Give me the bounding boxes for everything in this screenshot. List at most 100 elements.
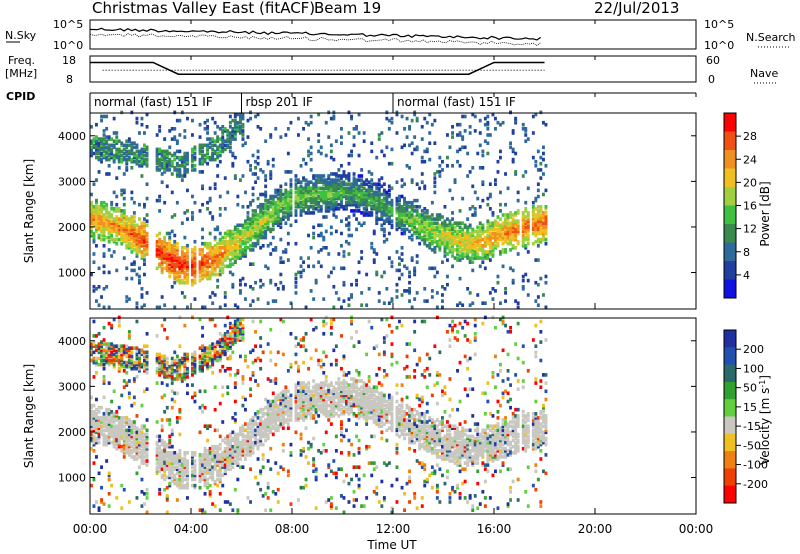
heatmap-cell xyxy=(173,254,177,258)
heatmap-cell xyxy=(504,299,507,303)
heatmap-cell xyxy=(536,215,540,219)
heatmap-cell xyxy=(491,231,495,236)
heatmap-cell xyxy=(544,205,548,209)
heatmap-cell xyxy=(542,231,545,236)
heatmap-cell xyxy=(193,475,197,480)
heatmap-cell xyxy=(168,475,172,480)
heatmap-cell xyxy=(175,276,179,281)
heatmap-cell xyxy=(115,231,119,236)
heatmap-cell xyxy=(186,465,189,469)
heatmap-cell xyxy=(302,186,305,191)
heatmap-cell xyxy=(112,153,116,158)
heatmap-cell xyxy=(97,410,101,414)
heatmap-cell xyxy=(415,182,419,186)
heatmap-cell xyxy=(102,395,106,400)
heatmap-cell xyxy=(413,198,417,203)
heatmap-cell xyxy=(511,268,515,273)
heatmap-cell xyxy=(289,301,293,305)
heatmap-cell xyxy=(521,213,525,217)
heatmap-cell xyxy=(516,209,520,213)
heatmap-cell xyxy=(377,188,381,193)
heatmap-cell xyxy=(132,438,136,443)
heatmap-cell xyxy=(340,176,343,180)
heatmap-cell xyxy=(112,358,116,363)
heatmap-cell xyxy=(107,428,111,433)
heatmap-cell xyxy=(400,211,404,215)
heatmap-cell xyxy=(408,127,411,131)
heatmap-cell xyxy=(201,256,204,260)
heatmap-cell xyxy=(350,200,353,205)
heatmap-cell xyxy=(183,451,187,455)
heatmap-cell xyxy=(115,227,119,232)
heatmap-cell xyxy=(178,483,182,488)
heatmap-cell xyxy=(221,451,225,455)
heatmap-cell xyxy=(372,194,376,199)
heatmap-cell xyxy=(122,235,126,240)
heatmap-cell xyxy=(110,483,114,488)
heatmap-cell xyxy=(135,356,139,361)
heatmap-cell xyxy=(110,155,114,160)
heatmap-cell xyxy=(337,182,341,186)
heatmap-cell xyxy=(539,207,543,211)
heatmap-cell xyxy=(231,153,235,158)
heatmap-cell xyxy=(211,475,215,480)
heatmap-cell xyxy=(160,369,164,373)
heatmap-cell xyxy=(514,118,518,123)
heatmap-cell xyxy=(90,424,93,428)
heatmap-cell xyxy=(92,477,96,482)
heatmap-cell xyxy=(236,248,240,252)
heatmap-cell xyxy=(206,151,209,156)
heatmap-cell xyxy=(138,217,141,221)
heatmap-cell xyxy=(302,194,305,199)
heatmap-cell xyxy=(352,127,356,131)
heatmap-cell xyxy=(438,237,442,242)
heatmap-cell xyxy=(506,227,510,232)
heatmap-cell xyxy=(244,252,247,256)
heatmap-cell xyxy=(155,369,159,373)
colorbar-swatch xyxy=(724,224,736,243)
heatmap-cell xyxy=(239,248,242,252)
heatmap-cell xyxy=(231,237,235,242)
heatmap-cell xyxy=(266,159,270,164)
heatmap-cell xyxy=(175,483,179,488)
heatmap-cell xyxy=(251,172,255,176)
heatmap-cell xyxy=(347,227,351,232)
heatmap-cell xyxy=(193,260,197,264)
heatmap-cell xyxy=(357,188,361,193)
heatmap-cell xyxy=(458,229,462,234)
heatmap-cell xyxy=(387,211,391,215)
heatmap-cell xyxy=(458,164,462,168)
heatmap-cell xyxy=(193,272,197,277)
heatmap-cell xyxy=(158,360,162,365)
heatmap-cell xyxy=(218,266,222,271)
heatmap-cell xyxy=(140,244,144,248)
heatmap-cell xyxy=(127,219,131,223)
heatmap-cell xyxy=(221,256,225,260)
heatmap-cell xyxy=(140,477,144,482)
heatmap-cell xyxy=(347,182,351,186)
heatmap-cell xyxy=(173,157,177,162)
heatmap-cell xyxy=(216,262,220,266)
heatmap-cell xyxy=(143,231,146,236)
heatmap-cell xyxy=(473,229,477,234)
heatmap-cell xyxy=(226,231,230,236)
heatmap-cell xyxy=(521,287,525,291)
heatmap-cell xyxy=(511,131,515,135)
heatmap-cell xyxy=(433,172,437,176)
heatmap-cell xyxy=(435,225,439,230)
heatmap-cell xyxy=(140,250,144,254)
heatmap-cell xyxy=(319,186,323,191)
heatmap-cell xyxy=(494,178,497,182)
heatmap-cell xyxy=(299,192,303,197)
heatmap-cell xyxy=(120,449,124,453)
heatmap-cell xyxy=(117,229,121,234)
heatmap-cell xyxy=(102,348,106,353)
heatmap-cell xyxy=(208,276,212,281)
heatmap-cell xyxy=(110,254,114,258)
heatmap-cell xyxy=(241,131,245,135)
heatmap-cell xyxy=(385,196,389,201)
heatmap-cell xyxy=(97,420,101,424)
heatmap-cell xyxy=(95,436,98,441)
heatmap-cell xyxy=(375,184,379,189)
heatmap-cell xyxy=(145,344,149,348)
